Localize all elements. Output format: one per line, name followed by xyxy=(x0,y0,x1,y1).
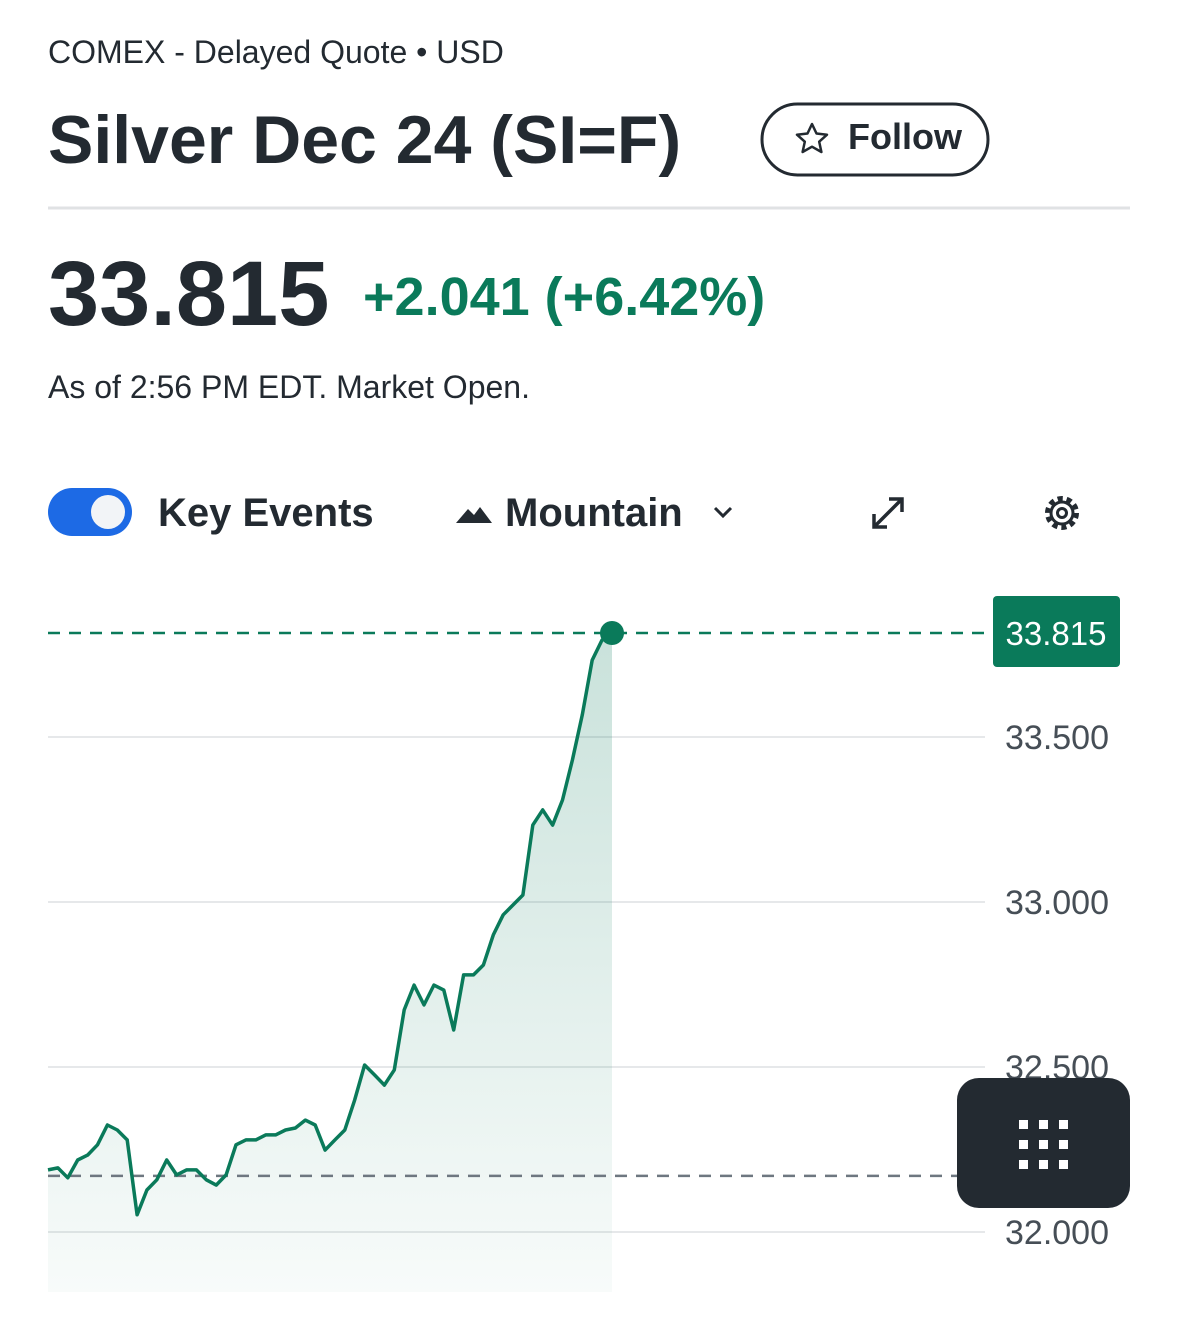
settings-button[interactable] xyxy=(1045,496,1079,530)
gear-teeth xyxy=(1045,496,1079,530)
toggle-knob xyxy=(91,495,125,529)
dot xyxy=(1019,1140,1028,1149)
grid-menu-button[interactable] xyxy=(957,1078,1130,1208)
key-events-label: Key Events xyxy=(158,491,374,535)
price-line xyxy=(47,631,614,1217)
dot xyxy=(1059,1120,1068,1129)
source: COMEX - Delayed Quote • USD xyxy=(48,34,504,70)
dot xyxy=(1019,1160,1028,1169)
area xyxy=(48,633,612,1292)
dot xyxy=(1019,1120,1028,1129)
key-events-toggle[interactable] xyxy=(48,488,132,536)
gear-hole xyxy=(1056,507,1068,519)
price: 33.815 xyxy=(48,243,329,345)
y-tick-label: 33.500 xyxy=(1005,719,1109,757)
chart-type-menu[interactable]: Mountain xyxy=(456,491,733,535)
mountain-icon xyxy=(456,507,492,523)
expand-button[interactable] xyxy=(872,497,904,529)
chart-type-label: Mountain xyxy=(505,491,683,535)
title: Silver Dec 24 (SI=F) xyxy=(48,102,681,178)
last-price-dot xyxy=(600,620,624,645)
dots-icon xyxy=(1019,1120,1068,1169)
change: +2.041 (+6.42%) xyxy=(363,267,765,327)
price-tag xyxy=(993,595,1120,667)
gear-body xyxy=(1049,500,1075,526)
expand-icon xyxy=(872,497,904,529)
dot xyxy=(1059,1160,1068,1169)
follow-label: Follow xyxy=(848,116,963,157)
dot xyxy=(1039,1120,1048,1129)
follow-button[interactable]: Follow xyxy=(760,102,990,177)
follow-border xyxy=(760,102,990,177)
as-of: As of 2:56 PM EDT. Market Open. xyxy=(48,369,530,405)
dot xyxy=(1039,1160,1048,1169)
dot xyxy=(1059,1140,1068,1149)
y-tick-label: 32.000 xyxy=(1005,1214,1109,1252)
dot xyxy=(1039,1140,1048,1149)
price-tag-label: 33.815 xyxy=(1006,615,1107,652)
y-tick-label: 33.000 xyxy=(1005,884,1109,922)
chevron xyxy=(713,506,733,519)
star-icon xyxy=(795,122,829,154)
